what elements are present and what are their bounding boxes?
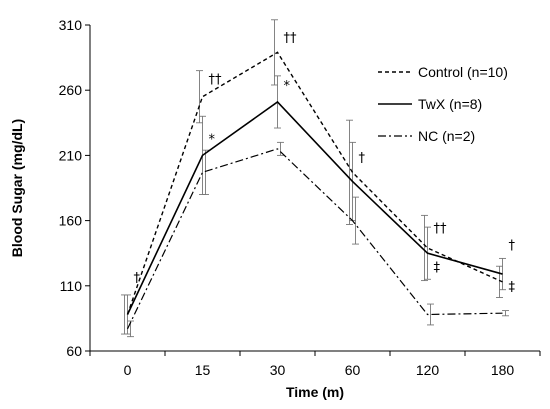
significance-marker: ††: [434, 221, 448, 236]
significance-marker: ‡: [509, 280, 516, 295]
x-tick-label: 15: [195, 362, 211, 378]
series-line-1: [126, 100, 503, 315]
x-ticks: 0 15 30 60 120 180: [89, 351, 541, 378]
legend-label: TwX (n=8): [418, 96, 482, 112]
series-line-2: [126, 148, 503, 330]
y-tick-label: 110: [60, 278, 83, 294]
x-tick-label: 30: [270, 362, 286, 378]
significance-marker: †: [359, 151, 366, 166]
x-tick-label: 60: [345, 362, 361, 378]
significance-marker: †: [134, 271, 141, 286]
x-tick-label: 120: [416, 362, 440, 378]
error-bars: [121, 19, 509, 338]
annotations: †††*††*†††‡†‡: [134, 31, 516, 295]
y-ticks: 60 110 160 210 260 310: [59, 17, 90, 359]
y-tick-label: 60: [66, 343, 82, 359]
series-line-0: [126, 51, 503, 315]
x-axis-title: Time (m): [286, 384, 344, 400]
significance-marker: ††: [209, 73, 223, 88]
significance-marker: ††: [284, 31, 298, 46]
y-tick-label: 310: [59, 17, 83, 33]
x-tick-label: 180: [491, 362, 515, 378]
y-tick-label: 210: [59, 147, 83, 163]
x-tick-label: 0: [124, 362, 132, 378]
significance-marker: *: [209, 133, 216, 148]
significance-marker: †: [509, 238, 516, 253]
legend-label: Control (n=10): [418, 64, 508, 80]
y-axis-title: Blood Sugar (mg/dL): [9, 119, 25, 257]
series-lines: [126, 51, 503, 330]
legend: Control (n=10) TwX (n=8) NC (n=2): [378, 64, 508, 144]
legend-label: NC (n=2): [418, 128, 475, 144]
y-tick-label: 160: [59, 213, 83, 229]
significance-marker: *: [284, 79, 291, 94]
significance-marker: ‡: [434, 260, 441, 275]
y-tick-label: 260: [59, 82, 83, 98]
